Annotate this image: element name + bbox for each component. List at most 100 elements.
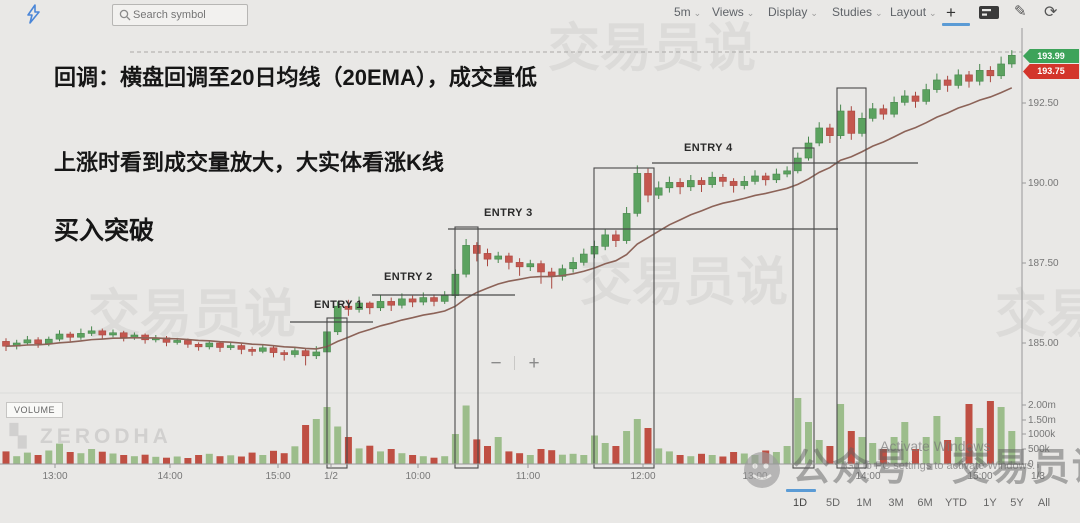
interval-menu[interactable]: 5m ⌄ bbox=[674, 5, 702, 19]
volume-bar bbox=[387, 449, 395, 464]
candle-body bbox=[515, 262, 524, 268]
volume-legend-chip[interactable]: VOLUME bbox=[6, 402, 64, 418]
activate-windows-line2: Go to PC settings to activate Windows. bbox=[845, 460, 1036, 472]
volume-bar bbox=[805, 422, 812, 464]
time-axis-label: 1/2 bbox=[324, 471, 338, 482]
watermark-tile: 交易员说 bbox=[995, 286, 1080, 344]
range-button-5y[interactable]: 5Y bbox=[1010, 497, 1024, 509]
candle-body bbox=[87, 330, 96, 334]
candle-body bbox=[836, 110, 845, 136]
candle-body bbox=[430, 297, 438, 302]
symbol-search[interactable] bbox=[112, 4, 248, 26]
volume-bar bbox=[665, 451, 673, 464]
pencil-icon[interactable]: ✎ bbox=[1014, 3, 1027, 20]
range-button-3m[interactable]: 3M bbox=[888, 497, 904, 509]
volume-bar bbox=[77, 453, 85, 464]
volume-bar bbox=[601, 443, 609, 464]
candle-body bbox=[719, 176, 727, 182]
volume-bar bbox=[291, 446, 299, 464]
volume-bar bbox=[473, 439, 481, 464]
volume-bar bbox=[516, 453, 524, 464]
volume-bar bbox=[569, 453, 577, 464]
entry-label: ENTRY 1 bbox=[314, 299, 363, 311]
lightning-icon[interactable] bbox=[24, 4, 44, 24]
volume-bar bbox=[120, 455, 128, 464]
zoom-divider bbox=[514, 356, 515, 370]
candle-body bbox=[579, 253, 588, 263]
range-button-5d[interactable]: 5D bbox=[825, 497, 841, 509]
candle-body bbox=[408, 298, 417, 303]
plus-icon[interactable]: + bbox=[946, 3, 956, 22]
volume-bar bbox=[259, 455, 267, 464]
volume-bar bbox=[23, 452, 31, 464]
volume-bar bbox=[173, 456, 181, 464]
menu-layout[interactable]: Layout ⌄ bbox=[890, 5, 937, 19]
volume-bar bbox=[933, 416, 941, 464]
volume-bar bbox=[815, 440, 823, 464]
zoom-in-button[interactable]: + bbox=[528, 353, 540, 374]
volume-bar bbox=[612, 446, 620, 464]
candle-body bbox=[697, 180, 706, 185]
panel-icon[interactable] bbox=[978, 5, 1000, 21]
axis-tick-label: 1000k bbox=[1028, 429, 1056, 440]
candle-body bbox=[387, 301, 396, 306]
volume-bar bbox=[794, 398, 802, 464]
axis-tick-label: 0 bbox=[1028, 459, 1034, 470]
volume-bar bbox=[344, 437, 352, 464]
axis-tick-label: 190.00 bbox=[1028, 178, 1059, 189]
last-price-badge: 193.99 bbox=[1023, 49, 1079, 63]
volume-bar bbox=[526, 455, 534, 464]
volume-bar bbox=[184, 458, 192, 464]
menu-display[interactable]: Display ⌄ bbox=[768, 5, 818, 19]
volume-bar bbox=[141, 454, 149, 464]
volume-bar bbox=[398, 453, 406, 464]
reset-icon[interactable]: ⟳ bbox=[1044, 4, 1058, 21]
menu-studies[interactable]: Studies ⌄ bbox=[832, 5, 883, 19]
candle-body bbox=[419, 297, 428, 303]
axis-tick-label: 500k bbox=[1028, 444, 1050, 455]
volume-bar bbox=[355, 448, 363, 464]
volume-bar bbox=[505, 451, 513, 464]
time-axis-label: 14:00 bbox=[157, 471, 183, 482]
menu-views[interactable]: Views ⌄ bbox=[712, 5, 755, 19]
zoom-out-button[interactable]: − bbox=[490, 353, 502, 374]
candle-body bbox=[654, 187, 663, 196]
range-button-6m[interactable]: 6M bbox=[917, 497, 933, 509]
range-button-1y[interactable]: 1Y bbox=[983, 497, 997, 509]
candle-body bbox=[633, 173, 642, 214]
volume-bar bbox=[280, 453, 288, 464]
chevron-down-icon: ⌄ bbox=[875, 8, 883, 18]
candle-body bbox=[505, 255, 513, 263]
candle-body bbox=[462, 245, 470, 275]
candle-body bbox=[612, 234, 620, 241]
candle-body bbox=[1007, 55, 1016, 65]
candle-body bbox=[184, 340, 192, 345]
volume-bar bbox=[130, 456, 138, 464]
volume-bar bbox=[419, 456, 427, 464]
candle-body bbox=[858, 118, 866, 134]
search-input[interactable] bbox=[131, 8, 235, 22]
candle-body bbox=[740, 181, 749, 186]
entry-label: ENTRY 4 bbox=[684, 142, 733, 154]
range-button-ytd[interactable]: YTD bbox=[945, 497, 967, 509]
candle-body bbox=[815, 127, 824, 144]
volume-bar bbox=[484, 446, 491, 464]
volume-bar bbox=[901, 422, 909, 464]
volume-bar bbox=[730, 452, 738, 464]
range-button-1m[interactable]: 1M bbox=[856, 497, 872, 509]
range-button-all[interactable]: All bbox=[1037, 497, 1051, 509]
volume-bar bbox=[997, 407, 1005, 464]
volume-bar bbox=[56, 443, 63, 464]
volume-bar bbox=[248, 452, 256, 464]
volume-bar bbox=[719, 456, 727, 464]
candle-body bbox=[77, 333, 85, 338]
volume-bar bbox=[655, 448, 663, 464]
volume-bar bbox=[462, 405, 470, 464]
range-button-1d[interactable]: 1D bbox=[792, 497, 808, 509]
candle-body bbox=[173, 340, 181, 343]
volume-bar bbox=[965, 404, 973, 464]
entry-label: ENTRY 3 bbox=[484, 207, 533, 219]
volume-bar bbox=[708, 455, 716, 464]
